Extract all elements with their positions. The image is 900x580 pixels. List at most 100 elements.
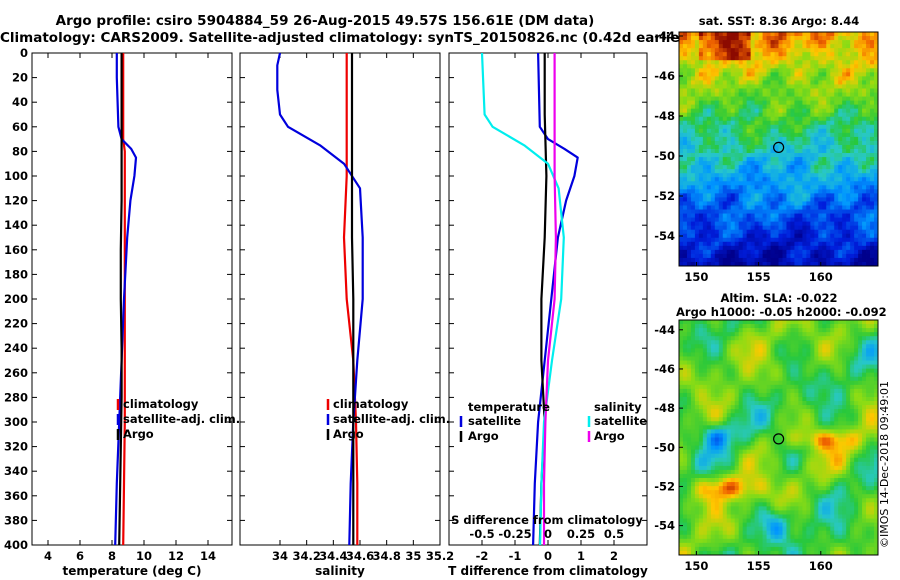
sst-map-cell <box>710 217 716 223</box>
sst-map-cell <box>722 52 728 57</box>
sst-map-cell <box>874 96 879 101</box>
sla-map-cell <box>806 405 811 410</box>
sst-map-cell <box>818 140 823 146</box>
sst-map-cell <box>726 128 732 134</box>
sst-map-cell <box>734 140 740 146</box>
sla-map-cell <box>742 465 748 471</box>
sst-map-cell <box>686 132 692 138</box>
sla-map-cell <box>694 352 700 357</box>
sst-map-cell <box>806 221 811 227</box>
sla-map-cell <box>702 320 708 325</box>
sla-map-cell <box>722 396 728 402</box>
sst-map-cell <box>794 72 799 77</box>
sla-map-cell <box>714 421 720 426</box>
sla-map-cell <box>818 380 823 386</box>
sst-map-cell <box>786 100 791 106</box>
sla-map-cell <box>762 409 767 414</box>
sst-map-cell <box>858 96 863 101</box>
sla-map-cell <box>874 445 879 451</box>
sst-map-cell <box>862 249 867 255</box>
sst-map-cell <box>790 92 795 97</box>
sst-map-cell <box>702 44 708 49</box>
sst-map-cell <box>854 193 859 198</box>
sst-map-cell <box>790 169 795 174</box>
sla-map-cell <box>810 429 815 434</box>
sst-map-cell <box>810 209 815 214</box>
sst-map-cell <box>706 229 712 235</box>
sla-map-cell <box>842 429 847 434</box>
sst-map-cell <box>738 161 744 166</box>
sst-map-cell <box>874 112 879 118</box>
sla-map-cell <box>766 376 771 382</box>
sst-map-cell <box>679 96 684 101</box>
sst-map-cell <box>802 169 807 174</box>
sla-map-cell <box>786 320 791 325</box>
sst-map-cell <box>782 177 787 182</box>
sla-map-cell <box>694 461 700 467</box>
sst-map-cell <box>826 76 831 81</box>
sst-map-cell <box>846 68 851 73</box>
sst-map-cell <box>686 257 692 263</box>
sla-map-cell <box>794 380 799 386</box>
sst-map-cell <box>790 205 795 210</box>
sst-map-cell <box>786 241 791 247</box>
sla-map-cell <box>694 348 700 353</box>
sst-map-cell <box>814 161 819 166</box>
sla-map-cell <box>818 356 823 361</box>
secondary-tick-label: 0.25 <box>567 527 595 541</box>
sst-map-cell <box>818 197 823 202</box>
sla-map-cell <box>822 421 827 426</box>
sst-map-cell <box>734 177 740 182</box>
sst-map-cell <box>714 153 720 158</box>
sla-map-cell <box>730 392 736 398</box>
sst-map-cell <box>866 245 871 251</box>
sst-map-cell <box>830 169 835 174</box>
sst-map-cell <box>798 169 803 174</box>
sst-map-cell <box>790 144 795 150</box>
sla-map-cell <box>874 417 879 422</box>
sst-map-cell <box>858 36 863 41</box>
sst-map-cell <box>742 36 748 41</box>
sst-map-cell <box>814 40 819 45</box>
sla-map-cell <box>826 445 831 451</box>
sst-map-cell <box>802 197 807 202</box>
sst-map-cell <box>710 249 716 255</box>
sst-map-cell <box>842 48 847 53</box>
sst-map-cell <box>826 213 831 218</box>
sla-map-cell <box>734 348 740 353</box>
sla-map-cell <box>706 384 712 390</box>
sst-map-cell <box>722 217 728 223</box>
sla-map-cell <box>822 376 827 382</box>
sst-map-cell <box>802 249 807 255</box>
sst-map-cell <box>826 112 831 118</box>
sst-map-cell <box>834 32 839 37</box>
sst-map-cell <box>782 40 787 45</box>
sla-map-cell <box>786 433 791 438</box>
sla-map-cell <box>690 441 696 446</box>
sla-map-cell <box>850 348 855 353</box>
sla-map-cell <box>750 449 756 455</box>
sla-map-cell <box>690 344 696 349</box>
sst-map-cell <box>690 136 696 142</box>
sla-map-cell <box>679 356 684 361</box>
sst-map-cell <box>722 60 728 65</box>
sla-map-cell <box>682 376 688 382</box>
sla-map-cell <box>778 461 783 467</box>
sla-map-cell <box>790 401 795 406</box>
sst-map-cell <box>830 40 835 45</box>
sst-map-cell <box>770 36 775 41</box>
sla-map-cell <box>866 352 871 357</box>
sla-map-cell <box>794 405 799 410</box>
sst-map-cell <box>814 84 819 89</box>
sla-map-cell <box>734 449 740 455</box>
sla-map-cell <box>858 461 863 467</box>
sst-map-cell <box>842 241 847 247</box>
sst-map-cell <box>866 193 871 198</box>
sst-map-cell <box>822 157 827 162</box>
sla-map-cell <box>866 344 871 349</box>
sst-map-cell <box>794 229 799 235</box>
sst-map-cell <box>750 153 756 158</box>
sla-map-cell <box>874 392 879 398</box>
sla-map-cell <box>874 336 879 341</box>
sst-map-cell <box>750 157 756 162</box>
